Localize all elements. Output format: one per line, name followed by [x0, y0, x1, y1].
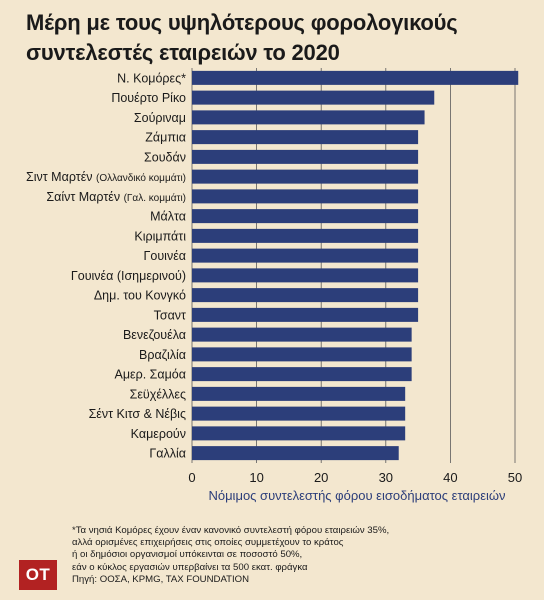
category-label-main: Μάλτα: [150, 210, 186, 224]
bar: [192, 209, 419, 224]
category-label-main: Αμερ. Σαμόα: [114, 368, 186, 382]
bar: [192, 347, 412, 362]
category-label-main: Ν. Κομόρες*: [117, 71, 186, 85]
category-label: Ν. Κομόρες*: [117, 71, 186, 85]
category-label: Γαλλία: [149, 447, 186, 461]
bar: [192, 307, 419, 322]
footnote: *Τα νησιά Κομόρες έχουν έναν κανονικό συ…: [72, 525, 532, 586]
bar: [192, 149, 419, 164]
bar: [192, 70, 519, 85]
category-label-main: Καμερούν: [131, 427, 186, 441]
bar: [192, 228, 419, 243]
bar: [192, 288, 419, 303]
category-label-main: Σαίντ Μαρτέν: [46, 190, 123, 204]
x-tick-label: 20: [314, 470, 328, 485]
category-label-sub: (Ολλανδικό κομμάτι): [96, 172, 186, 184]
bar: [192, 189, 419, 204]
footnote-line: ή οι δημόσιοι οργανισμοί υπόκεινται σε π…: [72, 549, 303, 561]
bar: [192, 130, 419, 145]
x-axis-label: Νόμιμος συντελεστής φόρου εισοδήματος ετ…: [208, 488, 506, 503]
category-label-main: Κιριμπάτι: [134, 229, 186, 243]
category-label: Σαίντ Μαρτέν (Γαλ. κομμάτι): [46, 190, 186, 204]
source-line: Πηγή: ΟΟΣΑ, KPMG, TAX FOUNDATION: [72, 573, 250, 585]
chart-title: Μέρη με τους υψηλότερους φορολογικούς συ…: [26, 10, 458, 65]
x-tick-label: 10: [249, 470, 263, 485]
bar: [192, 90, 435, 105]
category-label-main: Βραζιλία: [139, 348, 186, 362]
bar: [192, 386, 406, 401]
category-label-main: Σουδάν: [144, 150, 186, 164]
category-label: Δημ. του Κονγκό: [94, 289, 186, 303]
category-label: Σούριναμ: [134, 111, 186, 125]
category-label-main: Τσαντ: [154, 308, 186, 322]
category-label: Σιντ Μαρτέν (Ολλανδικό κομμάτι): [26, 170, 186, 184]
category-label: Σουδάν: [144, 150, 186, 164]
category-label: Βενεζουέλα: [123, 328, 186, 342]
category-label-main: Σεϋχέλλες: [130, 387, 186, 401]
category-label: Σεϋχέλλες: [130, 387, 186, 401]
footnote-line: αλλά ορισμένες επιχειρήσεις στις οποίες …: [72, 537, 344, 549]
bar: [192, 367, 412, 382]
bar: [192, 406, 406, 421]
category-label: Ζάμπια: [145, 131, 186, 145]
footnote-line: *Τα νησιά Κομόρες έχουν έναν κανονικό συ…: [72, 525, 390, 536]
ot-logo: OT: [19, 560, 57, 590]
category-label-main: Δημ. του Κονγκό: [94, 289, 186, 303]
bar: [192, 110, 425, 125]
category-label: Σέντ Κιτσ & Νέβις: [89, 407, 186, 421]
category-label-main: Πουέρτο Ρίκο: [111, 91, 186, 105]
category-label-main: Γαλλία: [149, 447, 186, 461]
bar: [192, 169, 419, 184]
category-label-main: Σούριναμ: [134, 111, 186, 125]
footnote-line: εάν ο κύκλος εργασιών υπερβαίνει τα 500 …: [72, 561, 308, 573]
category-label-main: Γουινέα (Ισημερινού): [71, 269, 186, 283]
bar: [192, 248, 419, 263]
x-tick-label: 50: [508, 470, 522, 485]
category-label: Αμερ. Σαμόα: [114, 368, 186, 382]
bar: [192, 327, 412, 342]
x-tick-label: 0: [188, 470, 195, 485]
bar: [192, 446, 399, 461]
category-label-sub: (Γαλ. κομμάτι): [124, 192, 186, 204]
x-tick-label: 30: [379, 470, 393, 485]
category-label: Γουινέα: [144, 249, 187, 263]
category-label: Πουέρτο Ρίκο: [111, 91, 186, 105]
category-label-main: Γουινέα: [144, 249, 187, 263]
bar: [192, 426, 406, 441]
category-label: Καμερούν: [131, 427, 186, 441]
category-label: Κιριμπάτι: [134, 229, 186, 243]
category-label: Γουινέα (Ισημερινού): [71, 269, 186, 283]
category-label-main: Βενεζουέλα: [123, 328, 186, 342]
category-label-main: Σέντ Κιτσ & Νέβις: [89, 407, 186, 421]
bar: [192, 268, 419, 283]
category-label: Μάλτα: [150, 210, 186, 224]
category-label-main: Ζάμπια: [145, 131, 186, 145]
category-label: Βραζιλία: [139, 348, 186, 362]
category-label-main: Σιντ Μαρτέν: [26, 170, 96, 184]
x-tick-label: 40: [443, 470, 457, 485]
category-label: Τσαντ: [154, 308, 186, 322]
